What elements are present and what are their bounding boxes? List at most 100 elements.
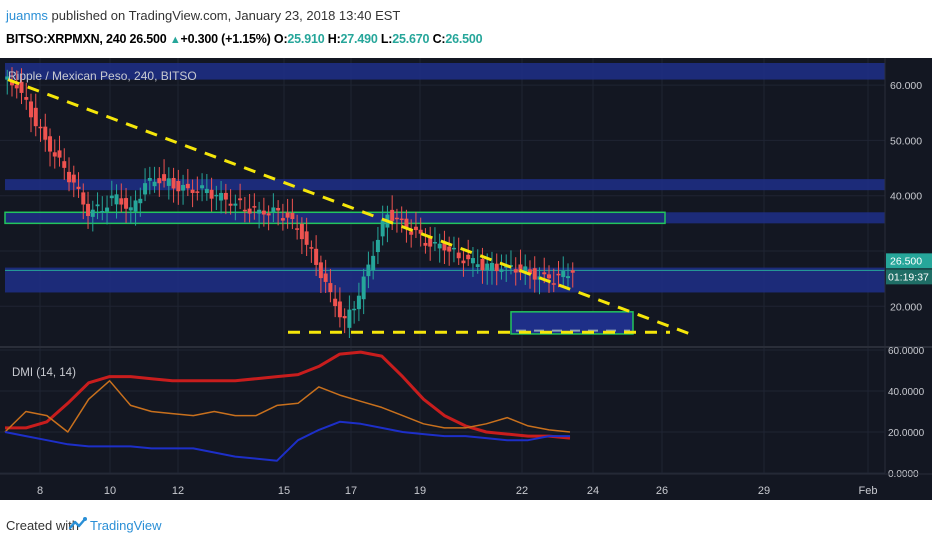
candle-body xyxy=(375,239,380,253)
candle-body xyxy=(428,236,433,247)
candle-body xyxy=(432,241,437,244)
candle-body xyxy=(418,229,423,234)
candle-body xyxy=(86,203,91,217)
price-tick-label: 40.000 xyxy=(890,191,922,203)
candle-body xyxy=(390,209,395,221)
candle-body xyxy=(228,203,233,206)
candle-body xyxy=(318,262,323,279)
chart-title: Ripple / Mexican Peso, 240, BITSO xyxy=(8,69,197,83)
candle-body xyxy=(223,192,228,200)
publish-header: juanms published on TradingView.com, Jan… xyxy=(0,0,932,58)
candle-body xyxy=(309,247,314,249)
candle-body xyxy=(461,260,466,264)
high-label: H: xyxy=(327,32,341,46)
candle-body xyxy=(128,207,133,211)
candle-body xyxy=(475,264,480,268)
time-tick-label: 19 xyxy=(414,485,426,497)
time-tick-label: 22 xyxy=(516,485,528,497)
candle-body xyxy=(190,189,195,193)
candle-body xyxy=(271,207,276,213)
candle-body xyxy=(556,273,561,276)
candle-body xyxy=(247,208,252,214)
candle-body xyxy=(219,192,224,201)
candle-body xyxy=(480,258,485,271)
candle-body xyxy=(124,198,129,209)
last-price-label: 26.500 xyxy=(890,255,922,267)
author-link[interactable]: juanms xyxy=(6,8,48,23)
candle-body xyxy=(466,254,471,260)
candle-body xyxy=(214,194,219,197)
close-label: C: xyxy=(432,32,446,46)
publish-info: juanms published on TradingView.com, Jan… xyxy=(6,8,400,23)
candle-body xyxy=(261,210,266,215)
candle-body xyxy=(185,183,190,189)
support-resistance-zone xyxy=(5,212,885,224)
candle-body xyxy=(43,126,48,140)
candle-body xyxy=(276,207,281,211)
candle-body xyxy=(204,188,209,194)
candle-body xyxy=(299,223,304,240)
candle-body xyxy=(109,195,114,199)
candle-body xyxy=(542,272,547,275)
candle-body xyxy=(442,242,447,251)
countdown-label: 01:19:37 xyxy=(888,271,929,283)
price-tick-label: 60.000 xyxy=(890,80,922,92)
candle-body xyxy=(394,217,399,220)
candle-body xyxy=(238,198,243,201)
candle-body xyxy=(366,264,371,277)
candle-body xyxy=(242,209,247,212)
candle-body xyxy=(532,268,537,280)
candle-body xyxy=(152,181,157,187)
chart-svg[interactable]: 60.000 50.000 40.000 20.000 26.500 01:19:37 Ri… xyxy=(0,58,932,500)
candle-body xyxy=(470,258,475,264)
candle-body xyxy=(566,276,570,279)
candle-body xyxy=(266,213,271,216)
symbol-line: BITSO:XRPMXN, 240 26.500 xyxy=(6,32,167,46)
candle-body xyxy=(76,186,81,189)
tradingview-brand-link[interactable]: TradingView xyxy=(90,518,162,533)
candle-body xyxy=(328,283,333,293)
time-tick-label: 12 xyxy=(172,485,184,497)
candle-body xyxy=(209,189,214,199)
candle-body xyxy=(356,295,361,310)
adx-line xyxy=(5,350,571,440)
candle-body xyxy=(33,107,38,127)
price-tick-label: 50.000 xyxy=(890,135,922,147)
open-label: O: xyxy=(273,32,288,46)
candle-body xyxy=(138,198,143,204)
candle-body xyxy=(166,178,171,186)
low-label: L: xyxy=(380,32,393,46)
candle-body xyxy=(233,203,238,206)
support-resistance-zone xyxy=(5,179,885,191)
candle-body xyxy=(19,81,24,93)
dmi-title: DMI (14, 14) xyxy=(12,367,76,379)
candle-body xyxy=(29,101,34,118)
candle-body xyxy=(447,246,452,252)
dmi-tick-label: 20.0000 xyxy=(888,428,925,439)
chart-area[interactable]: 60.000 50.000 40.000 20.000 26.500 01:19:37 Ri… xyxy=(0,58,932,500)
time-tick-label: 24 xyxy=(587,485,599,497)
candle-body xyxy=(337,301,342,318)
support-resistance-zone xyxy=(5,63,885,80)
di-minus-line xyxy=(4,420,570,462)
tradingview-logo-icon xyxy=(68,517,87,530)
up-arrow-icon: ▲ xyxy=(169,34,181,46)
candle-body xyxy=(67,171,72,183)
candle-body xyxy=(295,228,300,230)
open-value: 25.910 xyxy=(287,32,325,46)
time-tick-label: 10 xyxy=(104,485,116,497)
candle-body xyxy=(333,298,338,307)
candle-body xyxy=(342,316,347,319)
candle-body xyxy=(62,161,67,168)
candle-body xyxy=(423,242,428,246)
support-resistance-zone xyxy=(5,267,885,293)
candle-body xyxy=(10,80,14,86)
candle-body xyxy=(105,207,110,212)
candle-body xyxy=(81,192,86,205)
close-value: 26.500 xyxy=(445,32,483,46)
candle-body xyxy=(5,76,10,80)
candle-body xyxy=(157,178,162,184)
candle-body xyxy=(95,204,100,207)
candle-body xyxy=(285,212,290,218)
price-tick-label: 20.000 xyxy=(890,301,922,313)
